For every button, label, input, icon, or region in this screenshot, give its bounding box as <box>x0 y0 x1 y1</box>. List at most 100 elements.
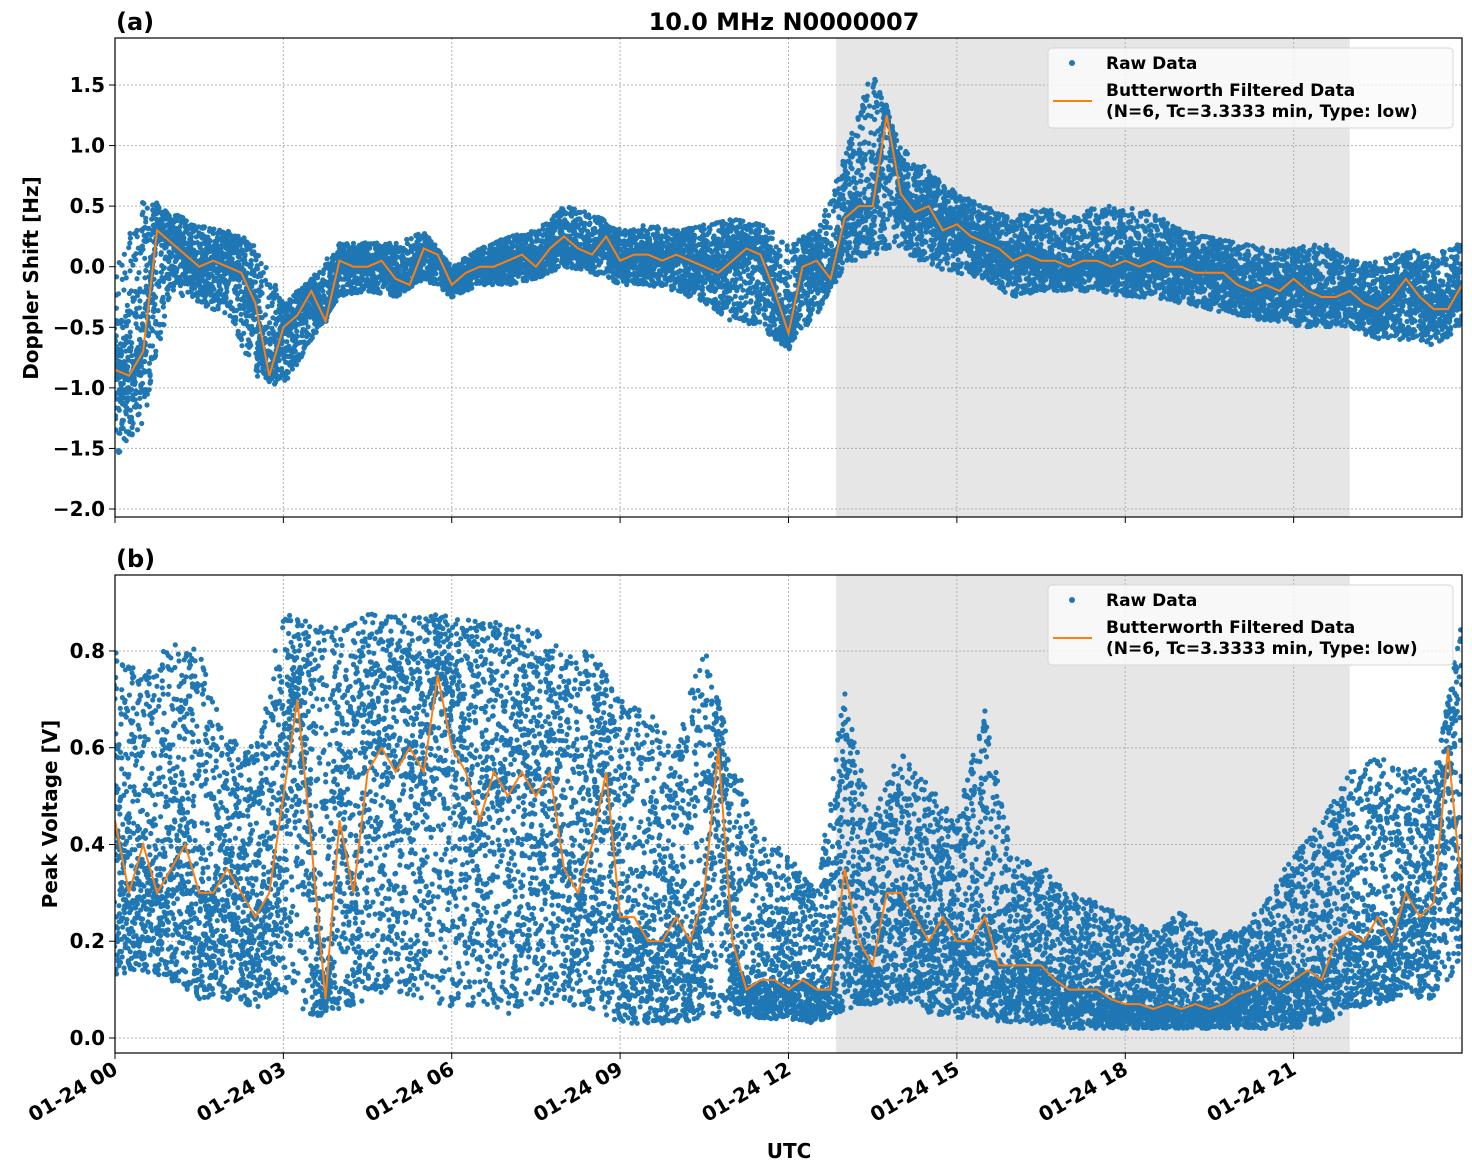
raw-point <box>408 236 414 242</box>
raw-point <box>150 308 156 314</box>
raw-point <box>128 310 134 316</box>
panel-label-a: (a) <box>116 8 154 36</box>
raw-point <box>252 279 258 285</box>
raw-point <box>125 318 131 324</box>
raw-point <box>125 397 131 403</box>
raw-point <box>289 366 295 372</box>
raw-point <box>259 290 265 296</box>
raw-point <box>170 287 176 293</box>
raw-point <box>136 411 142 417</box>
raw-point <box>143 283 149 289</box>
raw-point <box>324 256 330 262</box>
raw-point <box>118 347 124 353</box>
raw-point <box>132 381 138 387</box>
raw-point <box>127 240 133 246</box>
raw-point <box>133 321 139 327</box>
raw-point <box>127 407 133 413</box>
raw-point <box>166 276 172 282</box>
raw-point <box>118 351 125 357</box>
raw-point <box>128 386 135 393</box>
raw-point <box>130 420 136 426</box>
y-axis-label-a: Doppler Shift [Hz] <box>19 176 43 380</box>
raw-point <box>260 270 266 276</box>
raw-point <box>153 216 159 222</box>
raw-point <box>133 251 139 257</box>
raw-point <box>335 283 341 289</box>
raw-point <box>228 299 234 305</box>
raw-point <box>482 245 488 251</box>
raw-point <box>129 340 135 346</box>
raw-point <box>195 250 201 256</box>
raw-point <box>121 251 127 257</box>
raw-point <box>120 381 126 387</box>
raw-point <box>158 329 164 335</box>
raw-point <box>151 276 157 282</box>
raw-point <box>241 330 247 336</box>
raw-point <box>284 339 290 345</box>
raw-point <box>242 253 248 259</box>
raw-point <box>127 268 133 274</box>
raw-point <box>137 298 143 304</box>
raw-point <box>305 324 311 330</box>
raw-point <box>236 283 242 289</box>
raw-point <box>205 302 211 308</box>
raw-point <box>167 254 174 260</box>
raw-point <box>258 260 264 267</box>
raw-point <box>450 293 456 299</box>
raw-point <box>142 358 148 365</box>
raw-point <box>128 288 134 294</box>
raw-point <box>119 276 125 282</box>
raw-point <box>120 425 126 431</box>
raw-point <box>179 292 186 299</box>
raw-point <box>150 202 156 208</box>
raw-point <box>125 364 131 370</box>
raw-point <box>433 271 439 277</box>
raw-point <box>218 286 224 293</box>
raw-point <box>267 320 273 326</box>
raw-point <box>144 402 150 408</box>
raw-point <box>133 312 139 318</box>
raw-point <box>147 371 153 377</box>
raw-point <box>138 372 144 378</box>
x-axis-label: UTC <box>767 1139 812 1163</box>
raw-point <box>127 334 133 340</box>
raw-point <box>137 289 143 295</box>
raw-point <box>132 288 138 295</box>
raw-point <box>137 336 143 342</box>
raw-point <box>469 281 475 287</box>
raw-point <box>116 430 122 436</box>
raw-point <box>166 295 172 301</box>
raw-point <box>156 283 162 289</box>
raw-point <box>223 295 229 301</box>
raw-point <box>333 298 339 304</box>
raw-point <box>153 348 159 354</box>
raw-point <box>120 417 126 424</box>
raw-point <box>174 267 180 273</box>
raw-point <box>552 227 558 233</box>
raw-point <box>115 416 119 422</box>
raw-point <box>294 362 300 368</box>
raw-point <box>222 251 228 257</box>
raw-point <box>246 352 252 358</box>
raw-point <box>147 237 153 243</box>
chart-title: 10.0 MHz N0000007 <box>649 8 920 36</box>
raw-point <box>142 275 148 281</box>
raw-point <box>571 206 578 212</box>
raw-point <box>184 227 190 233</box>
raw-point <box>133 257 139 263</box>
raw-point <box>514 232 520 238</box>
raw-point <box>115 274 120 280</box>
raw-point <box>224 289 230 295</box>
raw-point <box>294 328 300 334</box>
raw-point <box>156 278 162 284</box>
raw-point <box>299 333 305 339</box>
raw-point <box>285 375 291 381</box>
raw-point <box>117 449 123 455</box>
raw-point <box>143 219 149 225</box>
raw-point <box>149 216 155 222</box>
raw-point <box>215 306 221 312</box>
raw-point <box>128 344 134 350</box>
raw-point <box>285 369 291 375</box>
raw-point <box>140 313 147 319</box>
